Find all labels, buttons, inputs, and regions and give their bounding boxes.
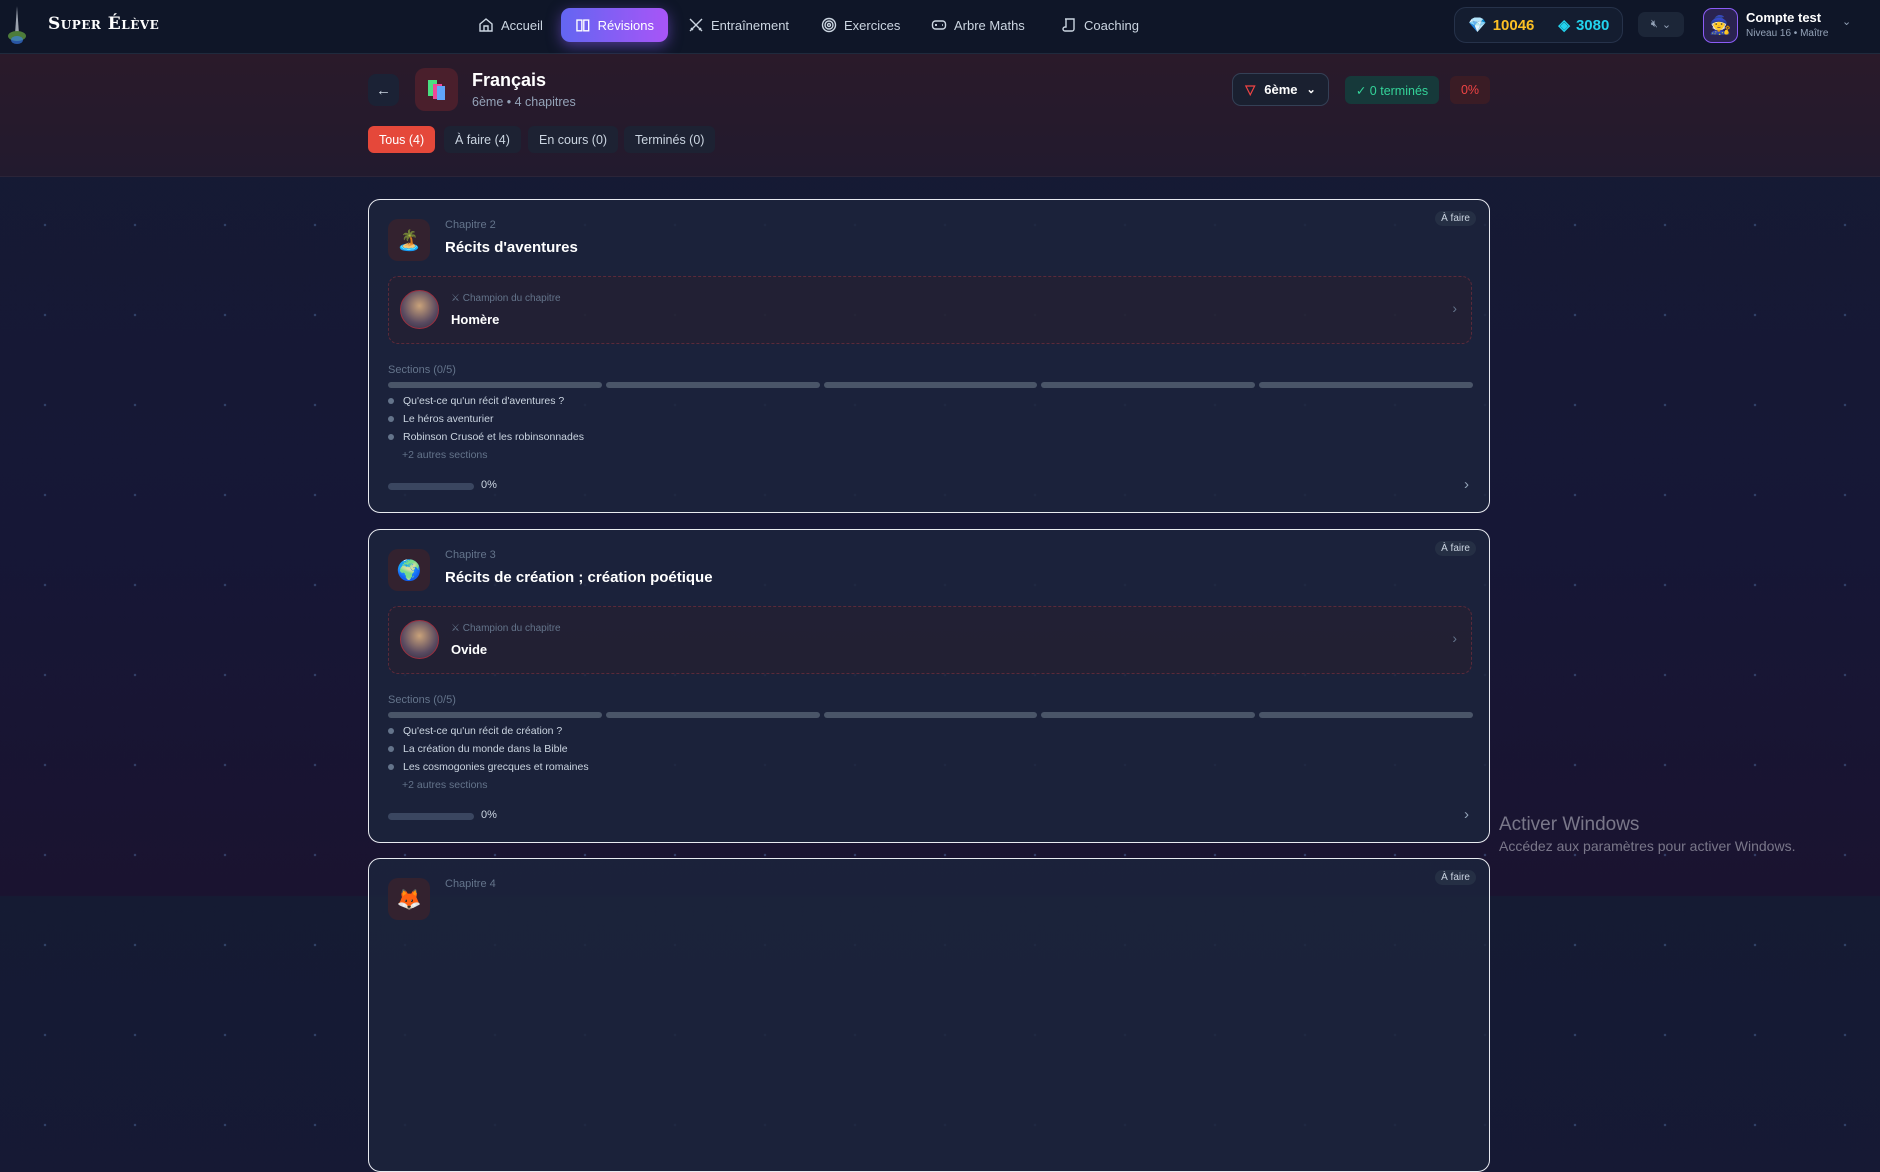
nav-label: Entraînement [711, 17, 790, 33]
chevron-down-icon[interactable]: ⌄ [1842, 16, 1852, 28]
books-icon [415, 68, 458, 111]
nav-label: Exercices [844, 17, 901, 33]
chevron-down-icon: ⌄ [1661, 19, 1672, 31]
sections-progress [388, 382, 1473, 388]
sound-toggle[interactable]: 🔇︎ ⌄ [1638, 12, 1684, 37]
grade-filter[interactable]: ▽ 6ème ⌄ [1232, 73, 1329, 106]
chapter-card[interactable]: 🌍 Chapitre 3 Récits de création ; créati… [368, 529, 1490, 843]
chevron-down-icon: ⌄ [1306, 84, 1316, 96]
user-level: Niveau 16 • Maître [1746, 28, 1829, 39]
champion-avatar [400, 620, 439, 659]
subject-header [0, 54, 1880, 177]
status-badge: À faire [1435, 870, 1476, 885]
status-badge: À faire [1435, 541, 1476, 556]
section-item: Qu'est-ce qu'un récit de création ? [388, 725, 562, 737]
diamond-icon: 💎 [1468, 17, 1487, 34]
grade-value: 6ème [1264, 82, 1298, 97]
chapter-label: Chapitre 2 [445, 219, 496, 231]
nav-accueil[interactable]: Accueil [464, 8, 557, 42]
chapter-progress-bar [388, 813, 474, 820]
section-item: Les cosmogonies grecques et romaines [388, 761, 589, 773]
volume-mute-icon: 🔇︎ [1650, 18, 1658, 30]
book-icon [576, 19, 590, 32]
sections-progress [388, 712, 1473, 718]
gold-count: 10046 [1492, 16, 1535, 34]
nav-revisions[interactable]: Révisions [561, 8, 668, 42]
page-title: Français [472, 70, 547, 90]
chapter-progress-bar [388, 483, 474, 490]
nav-entrainement[interactable]: Entraînement [674, 8, 803, 42]
gem-count: 3080 [1575, 16, 1610, 34]
section-item: Le héros aventurier [388, 413, 493, 425]
avatar[interactable]: 🧙 [1703, 8, 1738, 43]
globe-icon: 🌍 [388, 549, 430, 591]
gamepad-icon [931, 20, 947, 30]
top-nav: Super Élève Accueil Révisions Entraîneme… [0, 0, 1880, 54]
chapter-title: Récits de création ; création poétique [445, 569, 713, 586]
sections-label: Sections (0/5) [388, 694, 456, 706]
chapter-card[interactable]: 🏝️ Chapitre 2 Récits d'aventures À faire… [368, 199, 1490, 513]
chapter-label: Chapitre 3 [445, 549, 496, 561]
section-item: Robinson Crusoé et les robinsonnades [388, 431, 584, 443]
nav-label: Arbre Maths [954, 17, 1025, 33]
chevron-right-icon: › [1452, 630, 1457, 646]
chevron-right-icon[interactable]: › [1464, 476, 1469, 493]
currency-display[interactable]: 💎 10046 ◈ 3080 [1454, 7, 1623, 43]
logo-icon [8, 6, 26, 44]
more-sections: +2 autres sections [402, 449, 488, 461]
nav-exercices[interactable]: Exercices [807, 8, 914, 42]
chapter-progress-value: 0% [481, 809, 497, 821]
section-item: La création du monde dans la Bible [388, 743, 568, 755]
champion-label: Champion du chapitre [462, 293, 561, 304]
island-icon: 🏝️ [388, 219, 430, 261]
chapter-card[interactable]: 🦊 Chapitre 4 À faire [368, 858, 1490, 1172]
tab-termines[interactable]: Terminés (0) [624, 126, 716, 153]
chapter-label: Chapitre 4 [445, 878, 496, 890]
nav-label: Coaching [1084, 17, 1139, 33]
champion-name: Homère [451, 312, 500, 327]
champion-card[interactable]: ⚔ Champion du chapitre Ovide › [388, 606, 1472, 674]
chapter-title: Récits d'aventures [445, 239, 578, 256]
champion-label-row: ⚔ Champion du chapitre [451, 293, 561, 304]
arrow-left-icon: ← [376, 81, 391, 99]
tab-tous[interactable]: Tous (4) [368, 126, 436, 153]
swords-icon [689, 18, 703, 32]
tab-a-faire[interactable]: À faire (4) [444, 126, 521, 153]
tab-en-cours[interactable]: En cours (0) [528, 126, 619, 153]
percent-badge: 0% [1450, 76, 1490, 104]
section-item: Qu'est-ce qu'un récit d'aventures ? [388, 395, 564, 407]
champion-label-row: ⚔ Champion du chapitre [451, 623, 561, 634]
user-name[interactable]: Compte test [1746, 10, 1822, 25]
chevron-right-icon: › [1452, 300, 1457, 316]
back-button[interactable]: ← [368, 74, 399, 106]
chapter-progress-value: 0% [481, 479, 497, 491]
watermark-title: Activer Windows [1499, 814, 1640, 835]
completed-badge: ✓ 0 terminés [1345, 76, 1439, 104]
nav-label: Accueil [501, 17, 543, 33]
chevron-right-icon[interactable]: › [1464, 806, 1469, 823]
champion-name: Ovide [451, 642, 488, 657]
scroll-icon [1062, 18, 1075, 32]
swords-icon: ⚔ [451, 623, 463, 634]
nav-arbre-maths[interactable]: Arbre Maths [917, 8, 1039, 42]
status-badge: À faire [1435, 211, 1476, 226]
swords-icon: ⚔ [451, 293, 463, 304]
more-sections: +2 autres sections [402, 779, 488, 791]
champion-label: Champion du chapitre [462, 623, 561, 634]
home-icon [479, 18, 493, 32]
nav-coaching[interactable]: Coaching [1047, 8, 1153, 42]
champion-card[interactable]: ⚔ Champion du chapitre Homère › [388, 276, 1472, 344]
target-icon [821, 17, 837, 33]
sections-label: Sections (0/5) [388, 364, 456, 376]
page-subtitle: 6ème • 4 chapitres [472, 95, 576, 109]
champion-avatar [400, 290, 439, 329]
windows-activation-watermark: Activer Windows Accédez aux paramètres p… [1499, 814, 1795, 854]
filter-icon: ▽ [1245, 81, 1256, 97]
gem-icon: ◈ [1558, 17, 1570, 34]
fox-icon: 🦊 [388, 878, 430, 920]
nav-label: Révisions [597, 17, 654, 33]
brand-name[interactable]: Super Élève [48, 14, 160, 34]
watermark-subtitle: Accédez aux paramètres pour activer Wind… [1499, 838, 1796, 854]
